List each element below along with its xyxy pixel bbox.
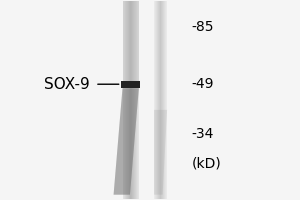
Text: -49: -49: [192, 77, 214, 91]
Polygon shape: [149, 110, 167, 195]
Text: (kD): (kD): [192, 156, 221, 170]
Polygon shape: [114, 88, 139, 195]
Polygon shape: [122, 1, 139, 88]
Text: -34: -34: [192, 127, 214, 141]
Text: SOX-9: SOX-9: [44, 77, 90, 92]
Bar: [139, 1, 154, 199]
Text: -85: -85: [192, 20, 214, 34]
Bar: [121, 81, 140, 88]
Polygon shape: [114, 88, 139, 195]
